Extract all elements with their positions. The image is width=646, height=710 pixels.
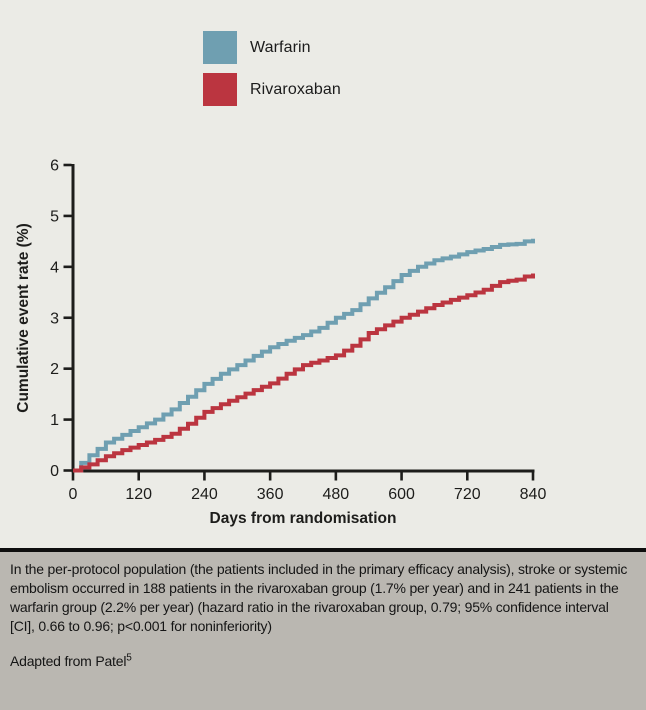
x-tick-label: 600 [388,486,415,503]
warfarin-swatch-icon [203,31,237,64]
legend-item-warfarin: Warfarin [203,31,311,64]
y-tick-label: 2 [50,361,59,378]
x-axis-title: Days from randomisation [210,510,397,527]
rivaroxaban-swatch-icon [203,73,237,106]
y-tick-label: 1 [50,412,59,429]
x-tick-label: 120 [125,486,152,503]
legend-label-warfarin: Warfarin [250,38,311,56]
x-tick-label: 480 [323,486,350,503]
x-tick-label: 360 [257,486,284,503]
y-tick-label: 3 [50,310,59,327]
legend-item-rivaroxaban: Rivaroxaban [203,73,341,106]
legend-label-rivaroxaban: Rivaroxaban [250,80,341,98]
warfarin-curve [73,238,535,473]
axes [71,164,535,473]
caption-source-ref: 5 [126,652,132,664]
caption-text: In the per-protocol population (the pati… [10,561,628,634]
x-tick-label: 720 [454,486,481,503]
y-tick-label: 6 [50,158,59,175]
y-tick-label: 0 [50,463,59,480]
caption-panel: In the per-protocol population (the pati… [0,548,646,710]
rivaroxaban-curve [73,273,535,473]
caption-source: Adapted from Patel5 [10,653,630,669]
x-tick-label: 840 [520,486,547,503]
x-tick-label: 0 [69,486,78,503]
caption-source-text: Adapted from Patel [10,653,127,669]
x-tick-label: 240 [191,486,218,503]
y-axis-title: Cumulative event rate (%) [15,223,32,413]
km-cumulative-event-chart: 0 1 2 3 4 5 6 0 120 240 360 480 600 720 840 Cumulative … [15,158,547,528]
y-tick-label: 5 [50,208,59,225]
y-tick-label: 4 [50,259,59,276]
